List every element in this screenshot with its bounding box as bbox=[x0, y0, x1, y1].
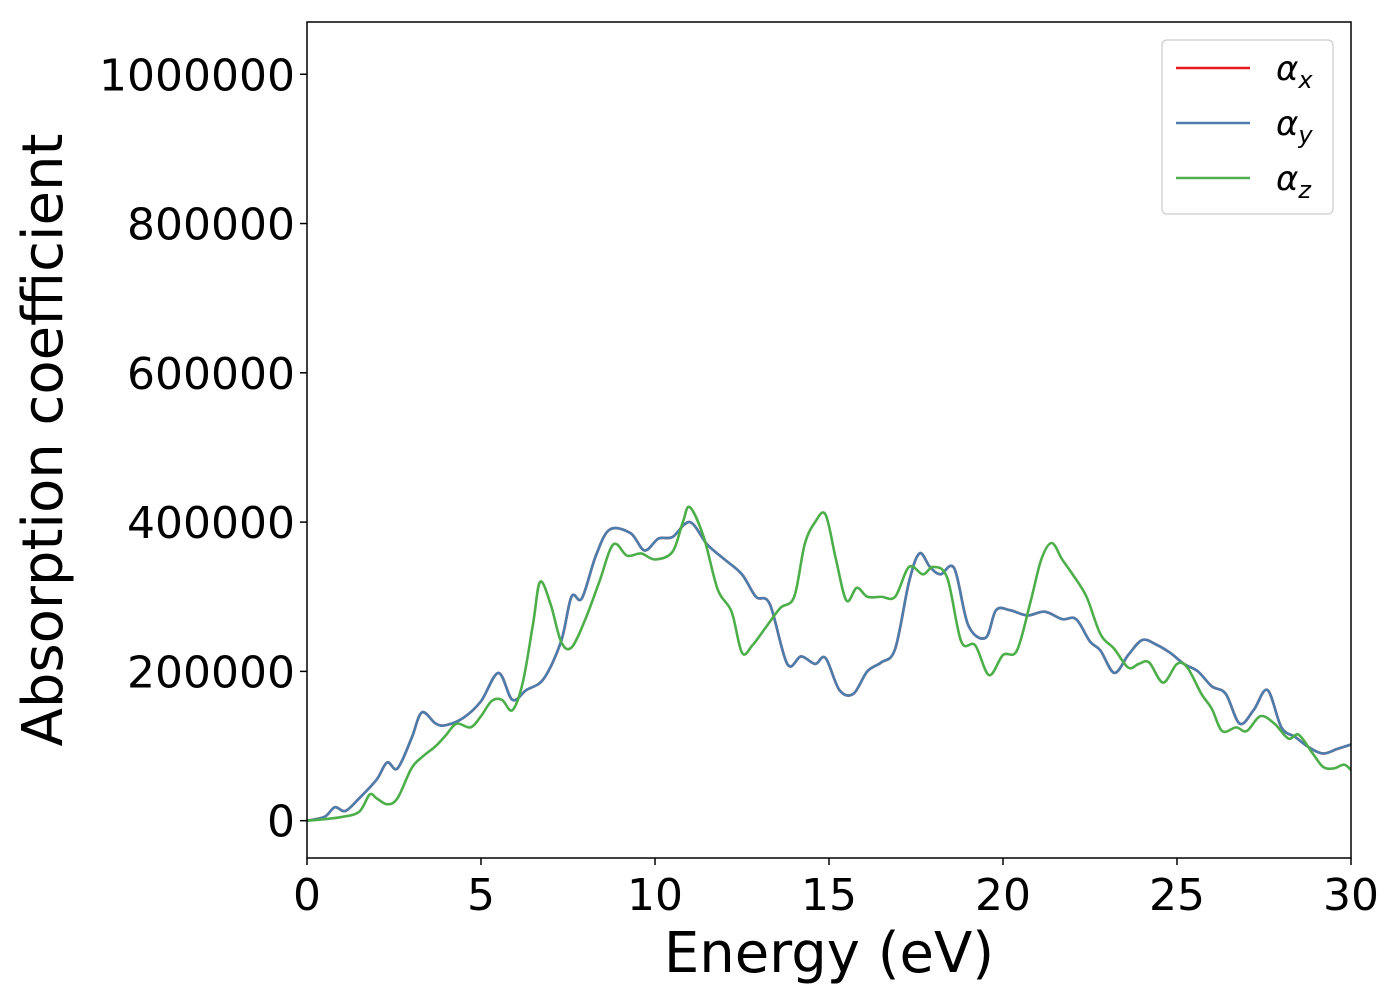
x-axis-ticks: 0 5 10 15 20 25 30 bbox=[293, 858, 1379, 921]
y-axis-title: Absorption coefficient bbox=[11, 134, 76, 747]
x-tick-label: 25 bbox=[1149, 870, 1205, 921]
x-tick-label: 0 bbox=[293, 870, 321, 921]
series-line-y bbox=[307, 520, 1351, 822]
x-tick-label: 10 bbox=[627, 870, 683, 921]
x-tick-label: 5 bbox=[467, 870, 495, 921]
x-tick-label: 30 bbox=[1323, 870, 1379, 921]
x-tick-label: 15 bbox=[801, 870, 857, 921]
legend-label-z: αz bbox=[1276, 159, 1312, 204]
x-axis-title: Energy (eV) bbox=[664, 921, 994, 986]
y-tick-label: 0 bbox=[267, 797, 295, 848]
legend-label-x: αx bbox=[1276, 49, 1313, 94]
series-line-z bbox=[307, 505, 1351, 822]
legend-box bbox=[1161, 39, 1334, 215]
y-tick-label: 800000 bbox=[127, 200, 295, 251]
legend: αx αy αz bbox=[1161, 39, 1334, 215]
x-tick-label: 20 bbox=[975, 870, 1031, 921]
y-tick-label: 400000 bbox=[127, 498, 295, 549]
legend-label-y: αy bbox=[1276, 104, 1313, 149]
y-tick-label: 1000000 bbox=[99, 50, 295, 101]
series-layer bbox=[307, 505, 1351, 822]
series-line-x bbox=[307, 520, 1351, 822]
y-tick-label: 200000 bbox=[127, 647, 295, 698]
y-axis-ticks: 0 200000 400000 600000 800000 1000000 bbox=[99, 50, 307, 848]
y-tick-label: 600000 bbox=[127, 349, 295, 400]
